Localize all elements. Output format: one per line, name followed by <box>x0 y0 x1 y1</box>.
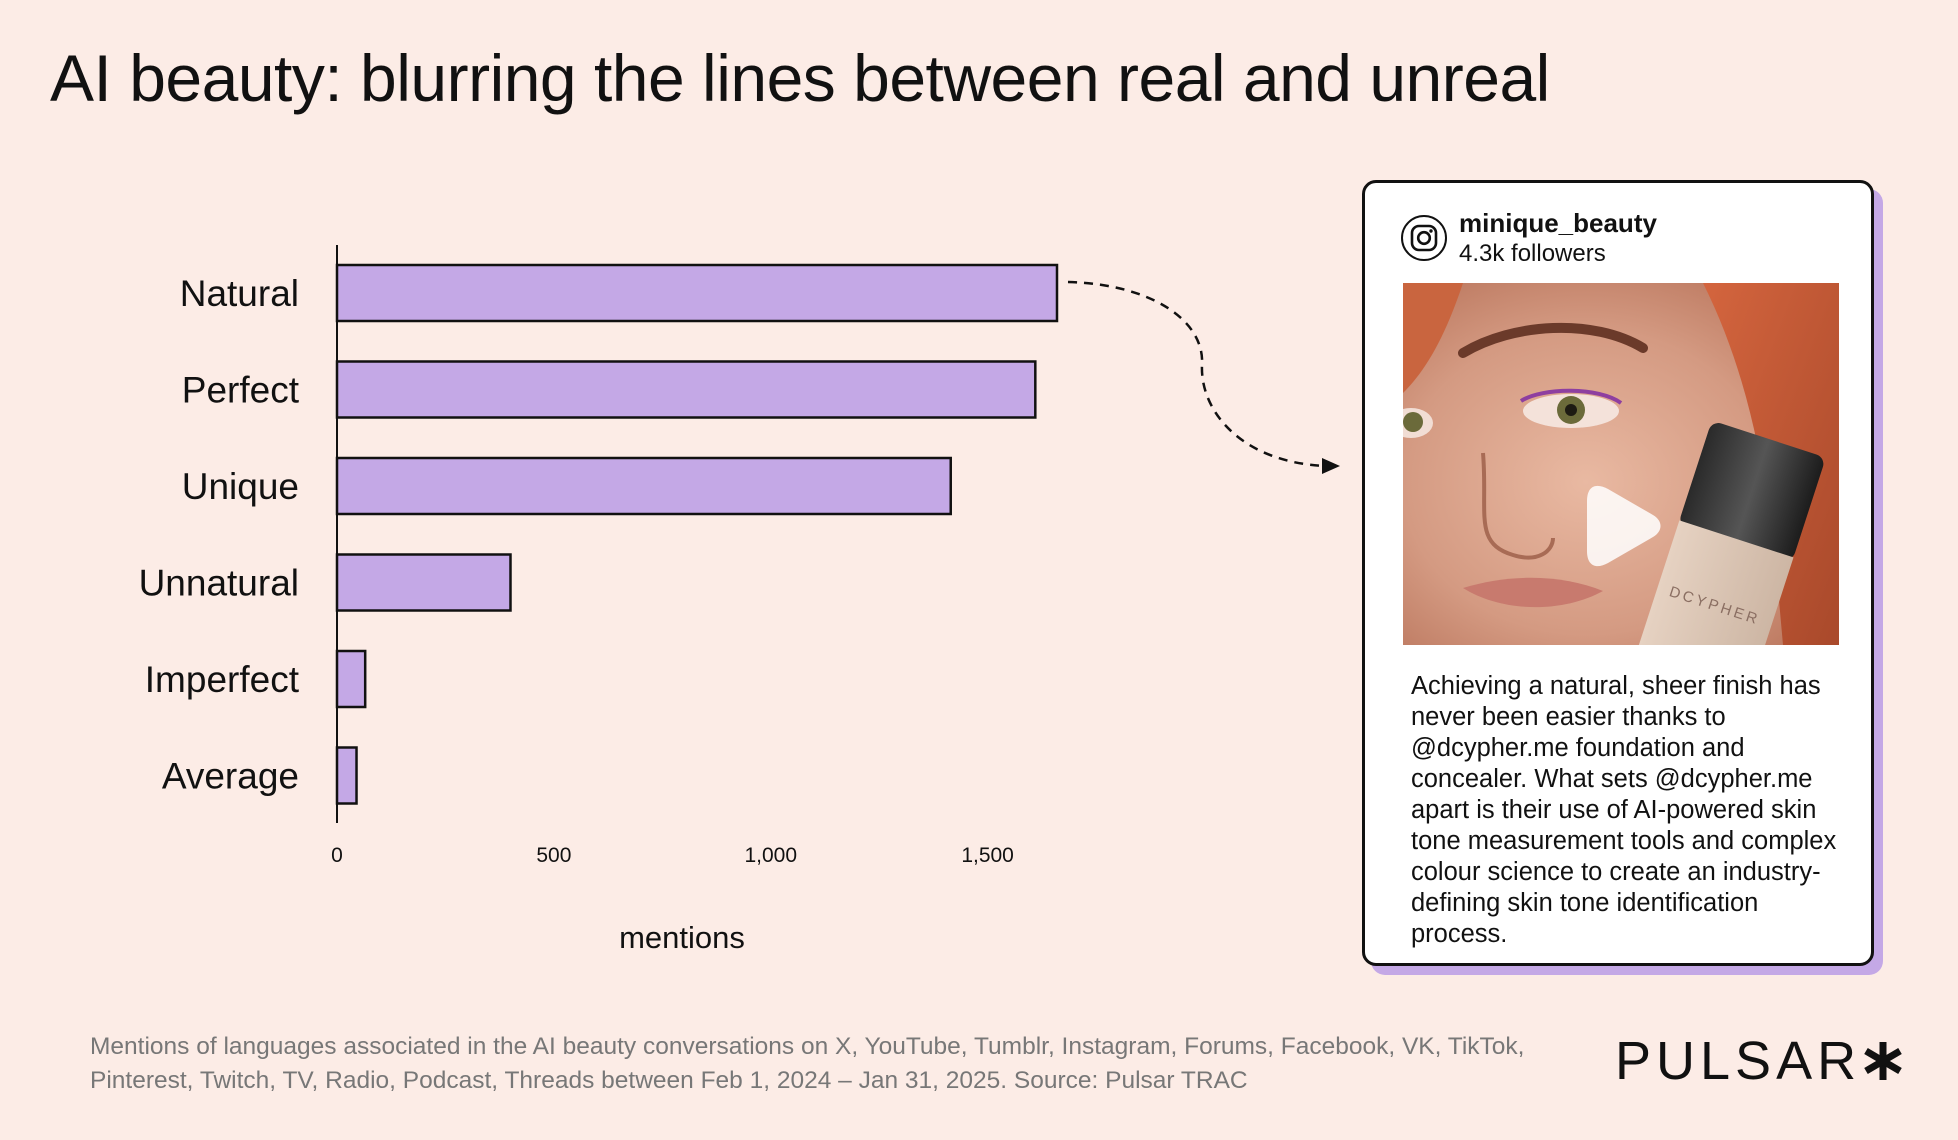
social-post-card[interactable]: minique_beauty 4.3k followers <box>1362 180 1874 966</box>
category-label-unique: Unique <box>182 466 299 507</box>
category-label-average: Average <box>162 756 299 797</box>
logo-text: PULSAR <box>1615 1031 1862 1091</box>
post-username[interactable]: minique_beauty <box>1459 208 1657 238</box>
asterisk-icon <box>1864 1042 1902 1080</box>
instagram-icon <box>1401 215 1447 261</box>
post-video-thumbnail[interactable]: DCYPHER <box>1403 283 1839 645</box>
x-tick-label: 500 <box>536 844 571 867</box>
play-icon[interactable] <box>1587 485 1661 567</box>
bar-perfect <box>335 360 1037 419</box>
bar-unnatural <box>335 553 512 612</box>
bar-average <box>335 746 358 805</box>
connector-arrow <box>1067 280 1326 468</box>
category-label-imperfect: Imperfect <box>145 659 300 700</box>
pulsar-logo: PULSAR <box>1615 1030 1905 1092</box>
post-user: minique_beauty 4.3k followers <box>1459 207 1657 269</box>
footnote-source: Mentions of languages associated in the … <box>90 1033 1525 1094</box>
x-tick-label: 0 <box>331 844 343 867</box>
arrowhead-icon <box>1322 458 1340 474</box>
post-header: minique_beauty 4.3k followers <box>1401 207 1657 269</box>
post-followers: 4.3k followers <box>1459 240 1606 267</box>
bar-natural <box>335 263 1059 323</box>
category-label-perfect: Perfect <box>182 370 300 411</box>
x-tick-label: 1,000 <box>744 844 797 867</box>
post-caption: Achieving a natural, sheer finish has ne… <box>1411 672 1837 948</box>
page-title: AI beauty: blurring the lines between re… <box>50 41 1550 115</box>
bar-imperfect <box>335 649 367 709</box>
x-axis-label: mentions <box>619 920 745 955</box>
bar-unique <box>335 456 952 516</box>
x-tick-label: 1,500 <box>961 844 1014 867</box>
category-label-unnatural: Unnatural <box>139 563 299 604</box>
category-label-natural: Natural <box>180 273 299 314</box>
